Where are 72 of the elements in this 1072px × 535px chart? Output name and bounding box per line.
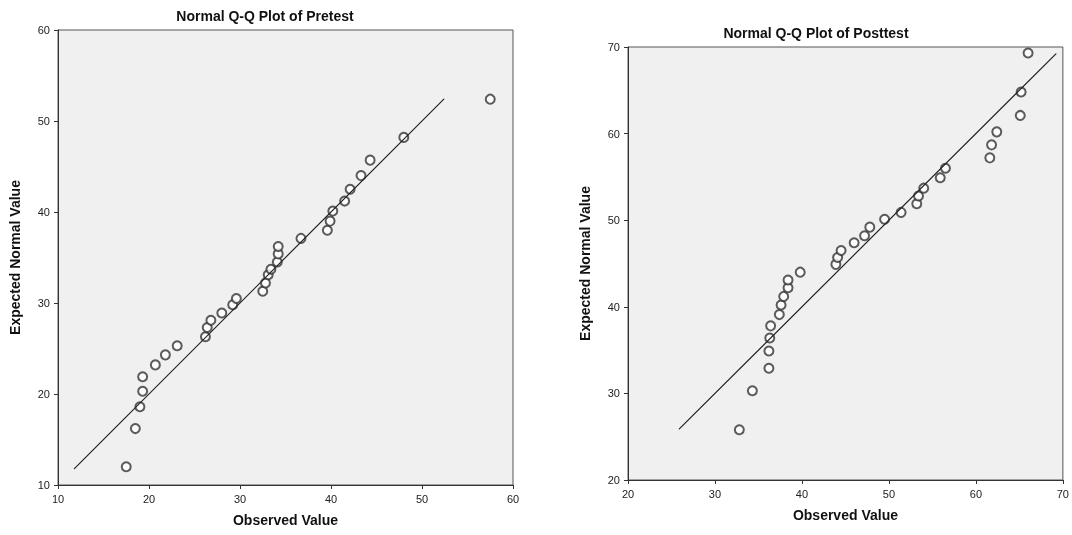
- point: [321, 224, 333, 236]
- point: [773, 309, 785, 321]
- point: [484, 93, 496, 105]
- point: [344, 183, 356, 195]
- point: [1014, 109, 1026, 121]
- point: [733, 424, 745, 436]
- point: [171, 340, 183, 352]
- point: [991, 126, 1003, 138]
- y-tick-label: 60: [607, 127, 620, 140]
- point: [216, 307, 228, 319]
- x-tick-label: 40: [795, 487, 809, 500]
- y-tick-label: 30: [607, 387, 620, 400]
- point: [746, 385, 758, 397]
- x-tick-label: 30: [708, 487, 722, 500]
- y-axis-title: Expected Normal Value: [7, 179, 23, 335]
- point: [763, 362, 775, 374]
- point: [782, 274, 794, 286]
- x-tick-label: 20: [142, 492, 156, 505]
- point: [134, 401, 146, 413]
- point: [129, 423, 141, 435]
- y-tick-label: 30: [37, 297, 50, 309]
- point: [230, 292, 242, 304]
- point: [934, 172, 946, 184]
- point: [120, 461, 132, 473]
- point: [986, 139, 998, 151]
- point: [848, 237, 860, 249]
- point: [1022, 47, 1034, 59]
- y-tick-label: 50: [37, 115, 50, 127]
- x-tick-label: 70: [1056, 487, 1070, 500]
- x-tick-label: 40: [324, 492, 338, 505]
- chart-title: Normal Q-Q Plot of Pretest: [176, 8, 355, 24]
- y-tick-label: 40: [37, 206, 50, 218]
- point: [864, 221, 876, 233]
- y-axis-title: Expected Normal Value: [577, 185, 593, 341]
- point: [765, 320, 777, 332]
- y-tick-label: 10: [37, 479, 50, 491]
- point: [859, 230, 871, 242]
- chart-title: Normal Q-Q Plot of Posttest: [723, 25, 909, 41]
- point: [205, 314, 217, 326]
- point: [327, 205, 339, 217]
- x-tick-label: 20: [621, 487, 635, 500]
- point: [159, 349, 171, 361]
- point: [835, 245, 847, 257]
- point: [272, 241, 284, 253]
- x-tick-label: 50: [415, 492, 429, 505]
- point: [137, 371, 149, 383]
- point: [324, 215, 336, 227]
- point: [355, 170, 367, 182]
- x-tick-label: 50: [882, 487, 896, 500]
- point: [398, 131, 410, 143]
- x-tick-label: 30: [233, 492, 247, 505]
- point: [775, 299, 787, 311]
- x-axis-title: Observed Value: [792, 507, 899, 523]
- y-tick-label: 50: [607, 214, 620, 227]
- point: [295, 232, 307, 244]
- point: [984, 152, 996, 164]
- point: [137, 385, 149, 397]
- point: [763, 345, 775, 357]
- x-axis-title: Observed Value: [232, 512, 339, 528]
- y-tick-label: 70: [607, 41, 620, 53]
- y-tick-label: 20: [607, 474, 620, 486]
- x-tick-label: 60: [969, 487, 983, 500]
- point: [364, 154, 376, 166]
- point: [339, 195, 351, 207]
- point: [794, 266, 806, 278]
- y-tick-label: 20: [37, 388, 50, 400]
- y-tick-label: 40: [607, 300, 620, 313]
- x-tick-label: 10: [51, 492, 65, 505]
- y-tick-label: 60: [37, 24, 50, 36]
- x-tick-label: 60: [506, 492, 520, 505]
- point: [778, 290, 790, 302]
- point: [149, 359, 161, 371]
